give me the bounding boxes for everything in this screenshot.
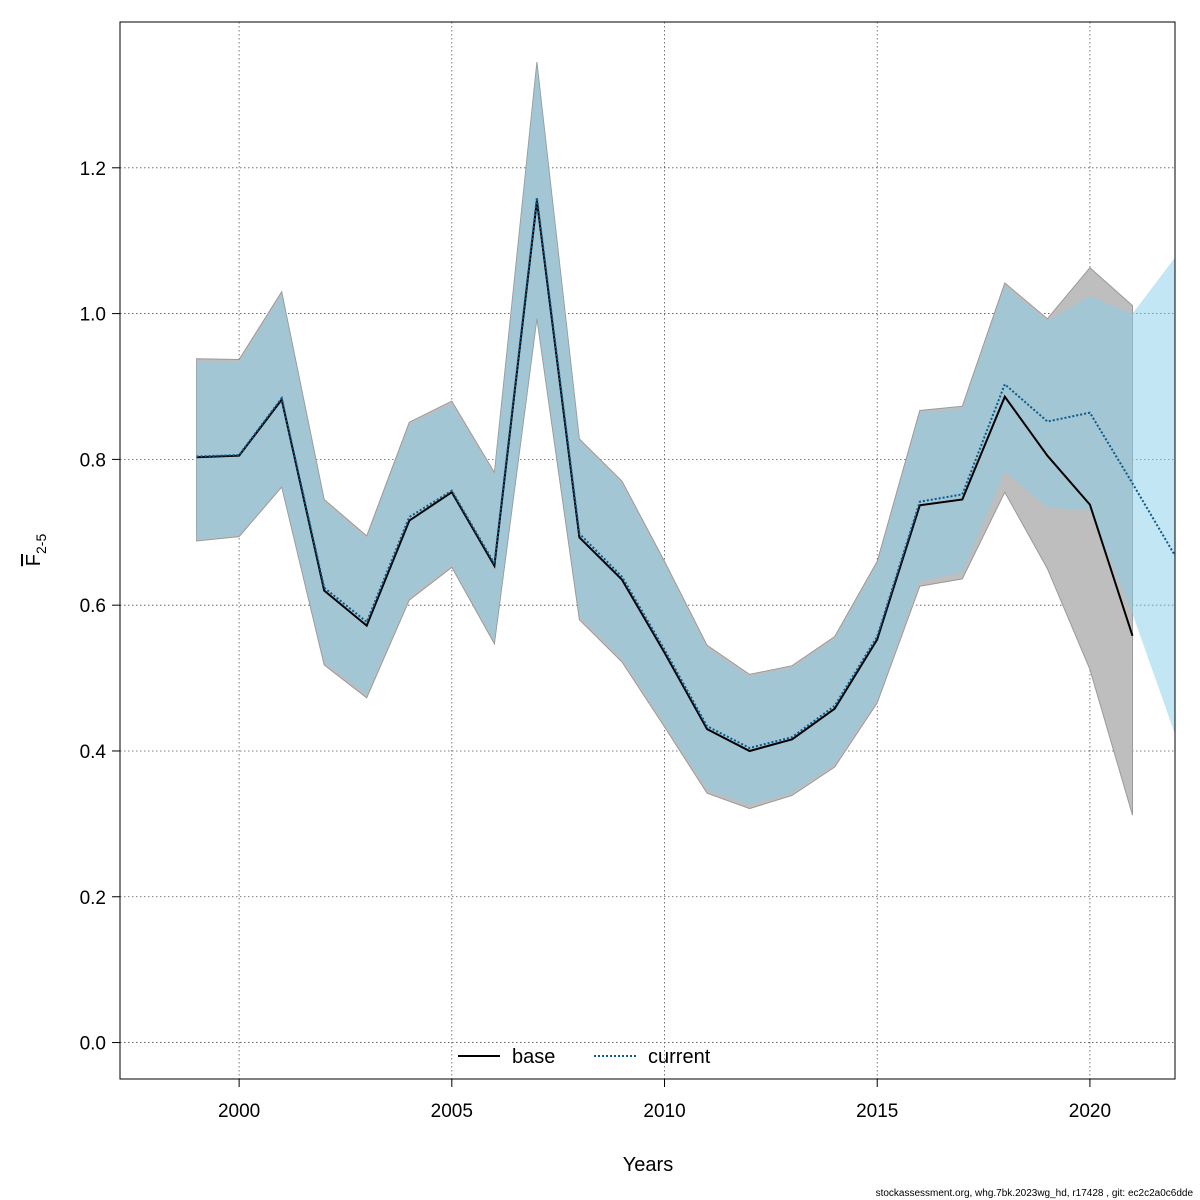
series-lines [196,197,1175,753]
line-base [196,200,1134,753]
x-tick-label: 2000 [218,1101,260,1122]
x-tick-label: 2020 [1069,1101,1111,1122]
y-axis-title-main: F [23,554,45,566]
confidence-bands [196,62,1175,816]
y-tick-label: 0.2 [80,888,106,909]
y-tick-label: 1.2 [80,159,106,180]
y-tick-label: 0.0 [80,1034,106,1055]
footer-credit: stockassessment.org, whg.7bk.2023wg_hd, … [876,1188,1194,1199]
y-tick-label: 1.0 [80,305,106,326]
y-tick-label: 0.6 [80,596,106,617]
line-current [196,197,1175,750]
band-current [196,64,1175,805]
x-axis-title: Years [623,1154,673,1176]
legend: base current [458,1046,711,1068]
y-axis-title: F2-5 [23,534,49,567]
y-axis-title-sub: 2-5 [33,534,49,554]
y-tick-label: 0.4 [80,742,107,763]
legend-base-label: base [512,1046,555,1068]
y-tick-label: 0.8 [80,450,106,471]
svg-text:F2-5: F2-5 [23,534,49,567]
x-axis: 2000 2005 2010 2015 2020 [218,1079,1111,1122]
plot-frame [119,21,1176,1080]
x-tick-label: 2005 [431,1101,473,1122]
x-tick-label: 2010 [643,1101,685,1122]
x-tick-label: 2015 [856,1101,898,1122]
y-axis: 0.0 0.2 0.4 0.6 0.8 1.0 1.2 [80,159,120,1055]
legend-current-label: current [648,1046,711,1068]
